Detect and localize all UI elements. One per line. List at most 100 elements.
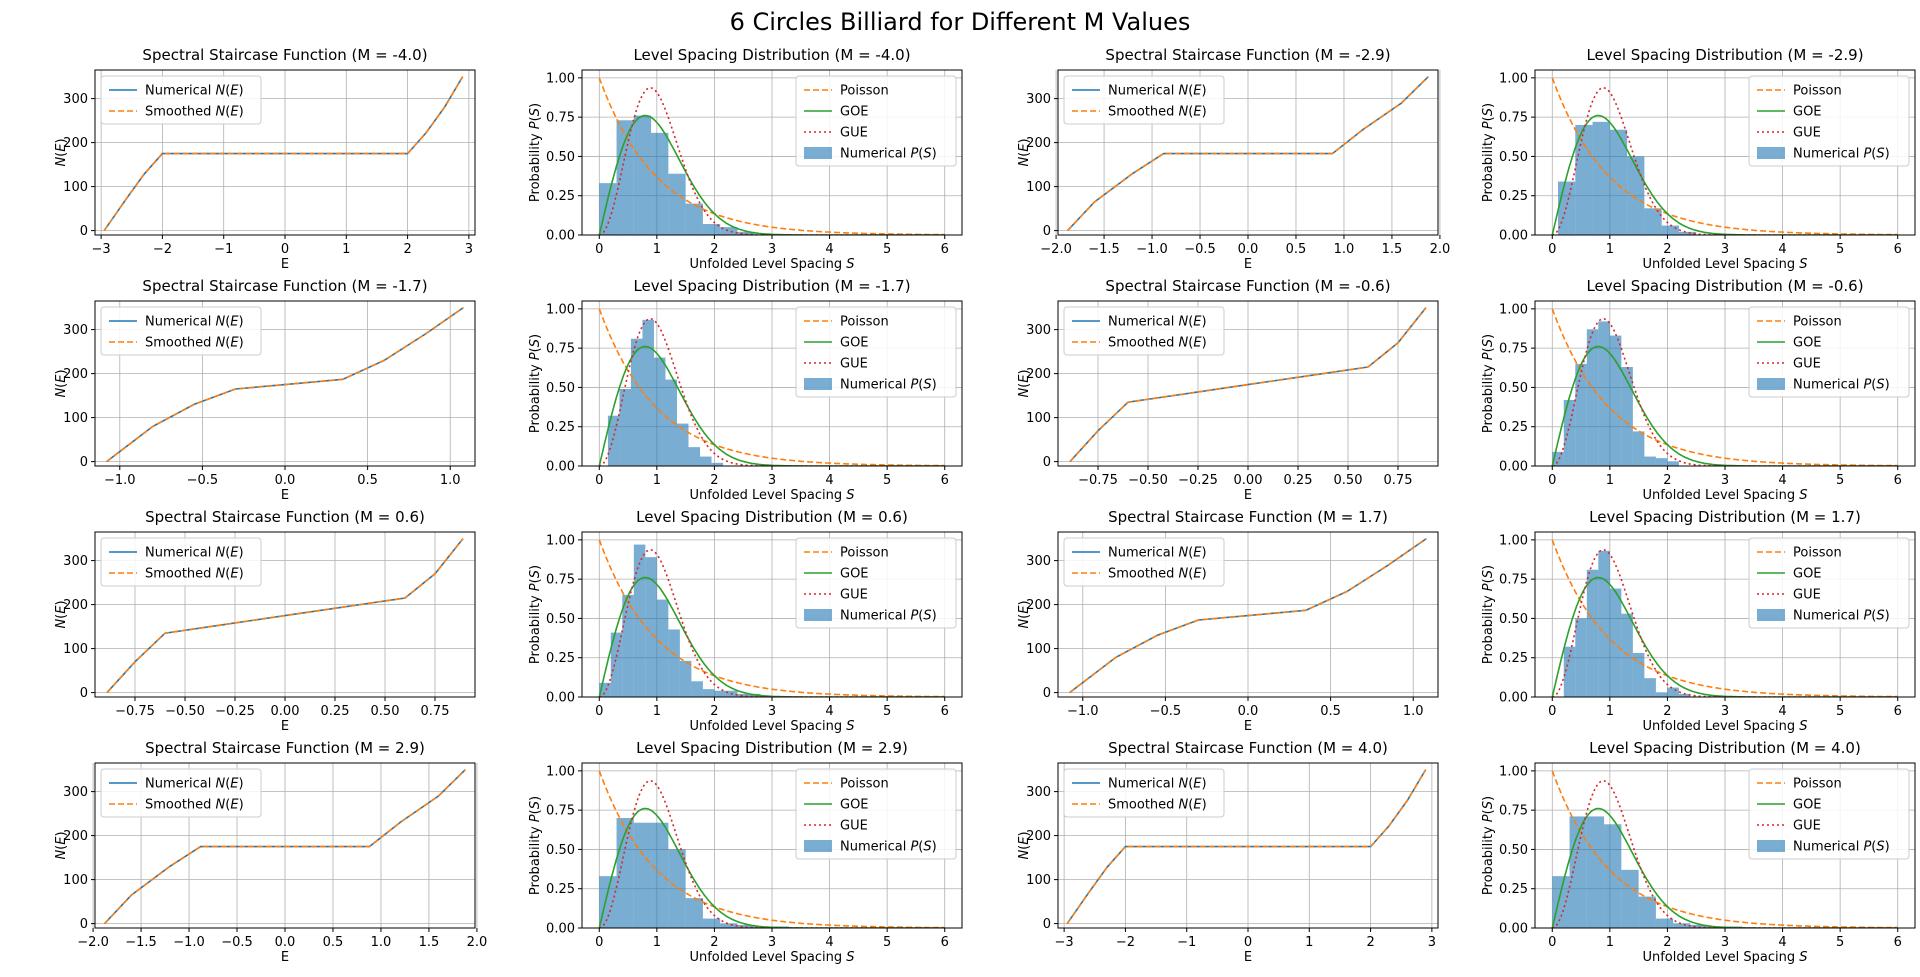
y-tick-label: 300 xyxy=(63,323,88,338)
x-tick-label: 3 xyxy=(768,242,776,257)
y-tick-label: 0.25 xyxy=(1499,882,1528,897)
poisson-curve xyxy=(598,308,945,466)
panel-title: Level Spacing Distribution (M = -2.9) xyxy=(1586,46,1863,64)
legend-box xyxy=(1748,768,1910,860)
x-tick-label: 0.50 xyxy=(1334,473,1363,488)
x-tick-label: 0.25 xyxy=(321,704,350,719)
y-axis-label: N(E) xyxy=(54,600,69,628)
hist-bar xyxy=(1609,129,1628,235)
y-tick-label: 0.25 xyxy=(546,420,575,435)
legend-swatch xyxy=(804,609,832,621)
poisson-curve xyxy=(598,77,945,235)
x-tick-label: 6 xyxy=(1894,473,1902,488)
x-tick-label: 3 xyxy=(1721,704,1729,719)
x-tick-label: 3 xyxy=(1428,935,1436,950)
legend-swatch xyxy=(804,147,832,159)
smoothed-line xyxy=(106,306,464,463)
plot-area xyxy=(598,77,945,235)
panel-title: Spectral Staircase Function (M = 2.9) xyxy=(145,739,425,757)
y-tick-label: 200 xyxy=(1026,136,1051,151)
legend-label: GOE xyxy=(1793,105,1822,120)
plot-area xyxy=(1069,537,1427,694)
legend-label: GUE xyxy=(840,819,868,834)
y-tick-label: 0.50 xyxy=(546,150,575,165)
y-axis-label: Probability P(S) xyxy=(1481,103,1496,202)
legend: Numerical N(E) Smoothed N(E) xyxy=(1063,75,1225,125)
x-tick-label: 5 xyxy=(1836,473,1844,488)
x-tick-label: 0.0 xyxy=(1238,704,1259,719)
x-tick-label: 1 xyxy=(1606,704,1614,719)
x-tick-label: 5 xyxy=(883,704,891,719)
x-axis-label: E xyxy=(1244,488,1252,503)
hist-bar xyxy=(1586,816,1605,928)
panel-title: Spectral Staircase Function (M = -0.6) xyxy=(1105,277,1390,295)
x-tick-label: 0.25 xyxy=(1284,473,1313,488)
x-tick-label: 2 xyxy=(710,935,718,950)
hist-bar xyxy=(665,379,677,466)
x-tick-label: 0 xyxy=(1244,935,1252,950)
legend-label: GUE xyxy=(1793,126,1821,141)
plot-area xyxy=(1067,76,1429,232)
legend-label: Numerical P(S) xyxy=(840,840,937,855)
legend-label: Numerical P(S) xyxy=(840,609,937,624)
smoothed-line xyxy=(1069,307,1427,463)
y-axis-label: N(E) xyxy=(54,138,69,166)
legend: Poisson GOE GUE Numerical P(S) xyxy=(1748,768,1910,860)
hist-bar xyxy=(599,876,617,928)
spacing-panel-15: 0 1 2 3 4 5 6 0.00 0.25 0.50 0.75 1.00 Level Spacing… xyxy=(1481,739,1916,965)
y-tick-label: 0.00 xyxy=(1499,229,1528,244)
legend-box xyxy=(1748,306,1910,398)
plot-area xyxy=(104,769,466,925)
x-tick-label: −3 xyxy=(1055,935,1074,950)
hist-bar xyxy=(1575,125,1593,235)
x-tick-label: −2.0 xyxy=(77,935,109,950)
x-tick-label: 5 xyxy=(883,242,891,257)
x-tick-label: 2.0 xyxy=(1430,242,1451,257)
hist-bar xyxy=(633,822,652,928)
hist-bar xyxy=(702,918,721,928)
y-tick-label: 0.75 xyxy=(1499,804,1528,819)
poisson-curve xyxy=(1551,539,1898,697)
legend-label: Numerical N(E) xyxy=(1108,777,1207,792)
hist-bar xyxy=(1638,896,1656,928)
x-tick-label: 5 xyxy=(1836,935,1844,950)
y-tick-label: 0.00 xyxy=(546,922,575,937)
legend-box xyxy=(1748,75,1910,167)
y-tick-label: 1.00 xyxy=(546,71,575,86)
legend-label: Poisson xyxy=(840,84,889,99)
staircase-panel-0: −3 −2 −1 0 1 2 3 0 100 200 300 Spectral Staircase F… xyxy=(54,46,476,272)
legend-label: GOE xyxy=(840,336,869,351)
legend-label: Smoothed N(E) xyxy=(1108,336,1207,351)
panel-title: Level Spacing Distribution (M = -0.6) xyxy=(1586,277,1863,295)
staircase-panel-6: −0.75 −0.50 −0.25 0.00 0.25 0.50 0.75 0 100 200 30… xyxy=(1017,277,1439,503)
legend-label: Numerical P(S) xyxy=(840,147,937,162)
x-tick-label: 5 xyxy=(883,935,891,950)
x-tick-label: 0.0 xyxy=(275,935,296,950)
x-tick-label: −1 xyxy=(1177,935,1196,950)
x-tick-label: 3 xyxy=(465,242,473,257)
legend-label: Poisson xyxy=(1793,315,1842,330)
x-tick-label: −0.5 xyxy=(1150,704,1182,719)
hist-bar xyxy=(668,849,686,928)
x-tick-label: 0 xyxy=(595,473,603,488)
y-tick-label: 300 xyxy=(1026,785,1051,800)
hist-bar xyxy=(1644,678,1656,697)
hist-bar xyxy=(1621,367,1633,466)
poisson-curve xyxy=(598,539,945,697)
legend-box xyxy=(1063,75,1225,125)
y-tick-label: 0.50 xyxy=(1499,381,1528,396)
x-axis-label: E xyxy=(281,950,289,965)
x-tick-label: −2 xyxy=(153,242,172,257)
y-tick-label: 100 xyxy=(1026,411,1051,426)
y-tick-label: 0.75 xyxy=(1499,342,1528,357)
x-tick-label: 4 xyxy=(1778,935,1786,950)
hist-bar xyxy=(1586,329,1599,466)
plot-area xyxy=(1551,77,1898,235)
y-axis-label: Probability P(S) xyxy=(528,334,543,433)
plot-area xyxy=(598,539,945,697)
y-tick-label: 300 xyxy=(63,92,88,107)
x-tick-label: 0 xyxy=(1548,935,1556,950)
x-tick-label: −0.50 xyxy=(165,704,205,719)
y-tick-label: 0 xyxy=(1043,917,1051,932)
hist-bar xyxy=(616,120,634,235)
